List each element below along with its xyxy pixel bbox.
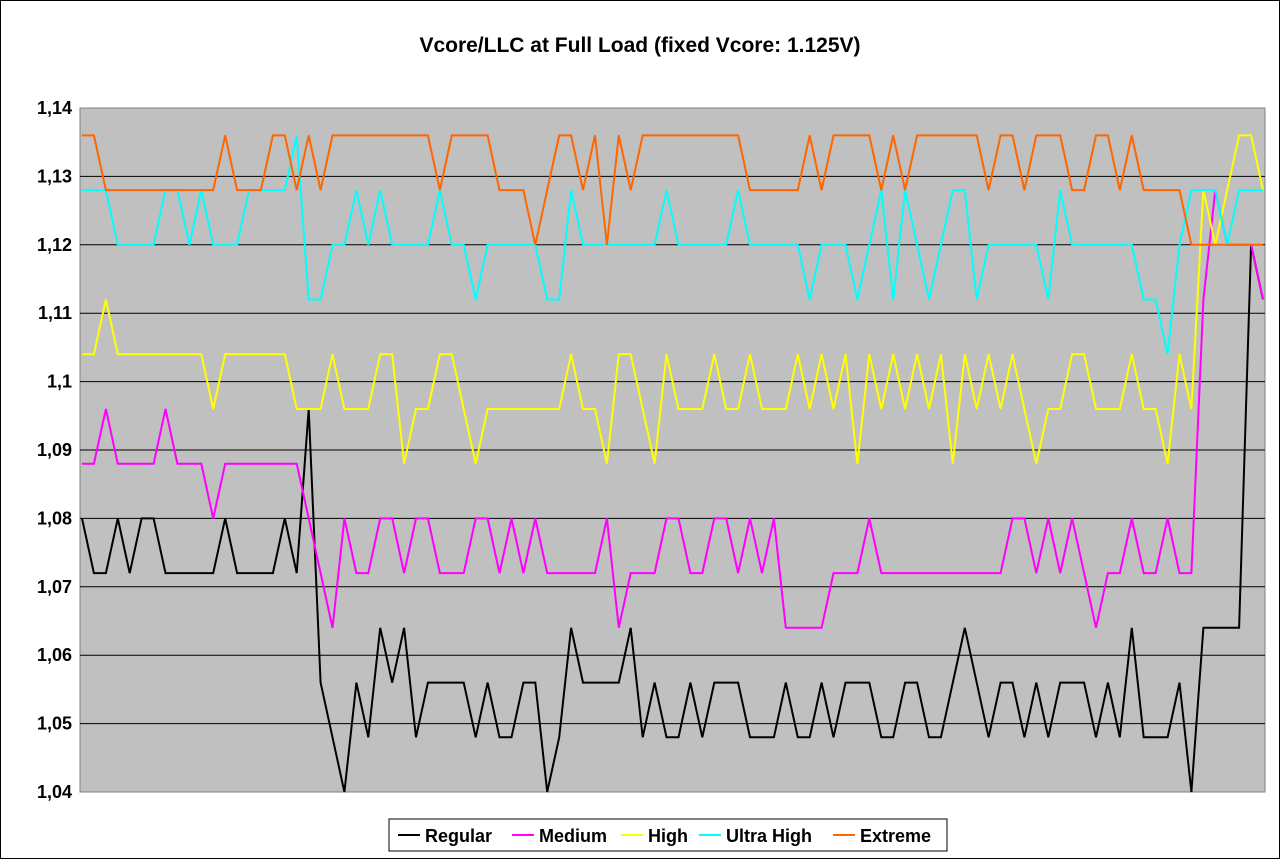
legend-item: Regular bbox=[398, 826, 492, 846]
y-tick-label: 1,11 bbox=[38, 303, 72, 323]
legend-item: Medium bbox=[512, 826, 607, 846]
y-tick-label: 1,13 bbox=[37, 166, 72, 186]
legend: Regular Medium High Ultra High Extreme bbox=[388, 818, 948, 852]
legend-label: Medium bbox=[539, 826, 607, 846]
y-tick-label: 1,04 bbox=[37, 782, 72, 802]
series-line-medium bbox=[82, 189, 1264, 629]
legend-label: High bbox=[648, 826, 688, 846]
y-tick-label: 1,05 bbox=[37, 714, 72, 734]
series-line-extreme bbox=[82, 134, 1263, 246]
y-tick-label: 1,08 bbox=[37, 508, 72, 528]
y-tick-label: 1,1 bbox=[47, 372, 72, 392]
series-line-high bbox=[82, 134, 1264, 464]
legend-item: Ultra High bbox=[699, 826, 812, 846]
series-lines bbox=[81, 134, 1264, 793]
series-line-ultra-high bbox=[82, 135, 1263, 355]
chart-title: Vcore/LLC at Full Load (fixed Vcore: 1.1… bbox=[419, 34, 860, 57]
legend-item: Extreme bbox=[833, 826, 931, 846]
legend-label: Extreme bbox=[860, 826, 931, 846]
y-tick-label: 1,14 bbox=[37, 98, 72, 118]
legend-label: Ultra High bbox=[726, 826, 812, 846]
series-line-regular bbox=[81, 244, 1264, 793]
gridlines bbox=[80, 175, 1265, 725]
y-tick-label: 1,06 bbox=[37, 645, 72, 665]
legend-label: Regular bbox=[425, 826, 492, 846]
y-tick-label: 1,12 bbox=[37, 235, 72, 255]
legend-item: High bbox=[621, 826, 688, 846]
y-tick-label: 1,09 bbox=[37, 440, 72, 460]
y-axis-ticks: 1,04 1,05 1,06 1,07 1,08 1,09 1,1 1,11 1,12 1,13 1… bbox=[37, 98, 72, 802]
y-tick-label: 1,07 bbox=[37, 577, 72, 597]
